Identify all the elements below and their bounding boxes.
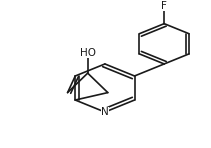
Text: N: N	[101, 107, 109, 117]
Text: HO: HO	[80, 48, 96, 58]
Text: F: F	[161, 1, 167, 11]
